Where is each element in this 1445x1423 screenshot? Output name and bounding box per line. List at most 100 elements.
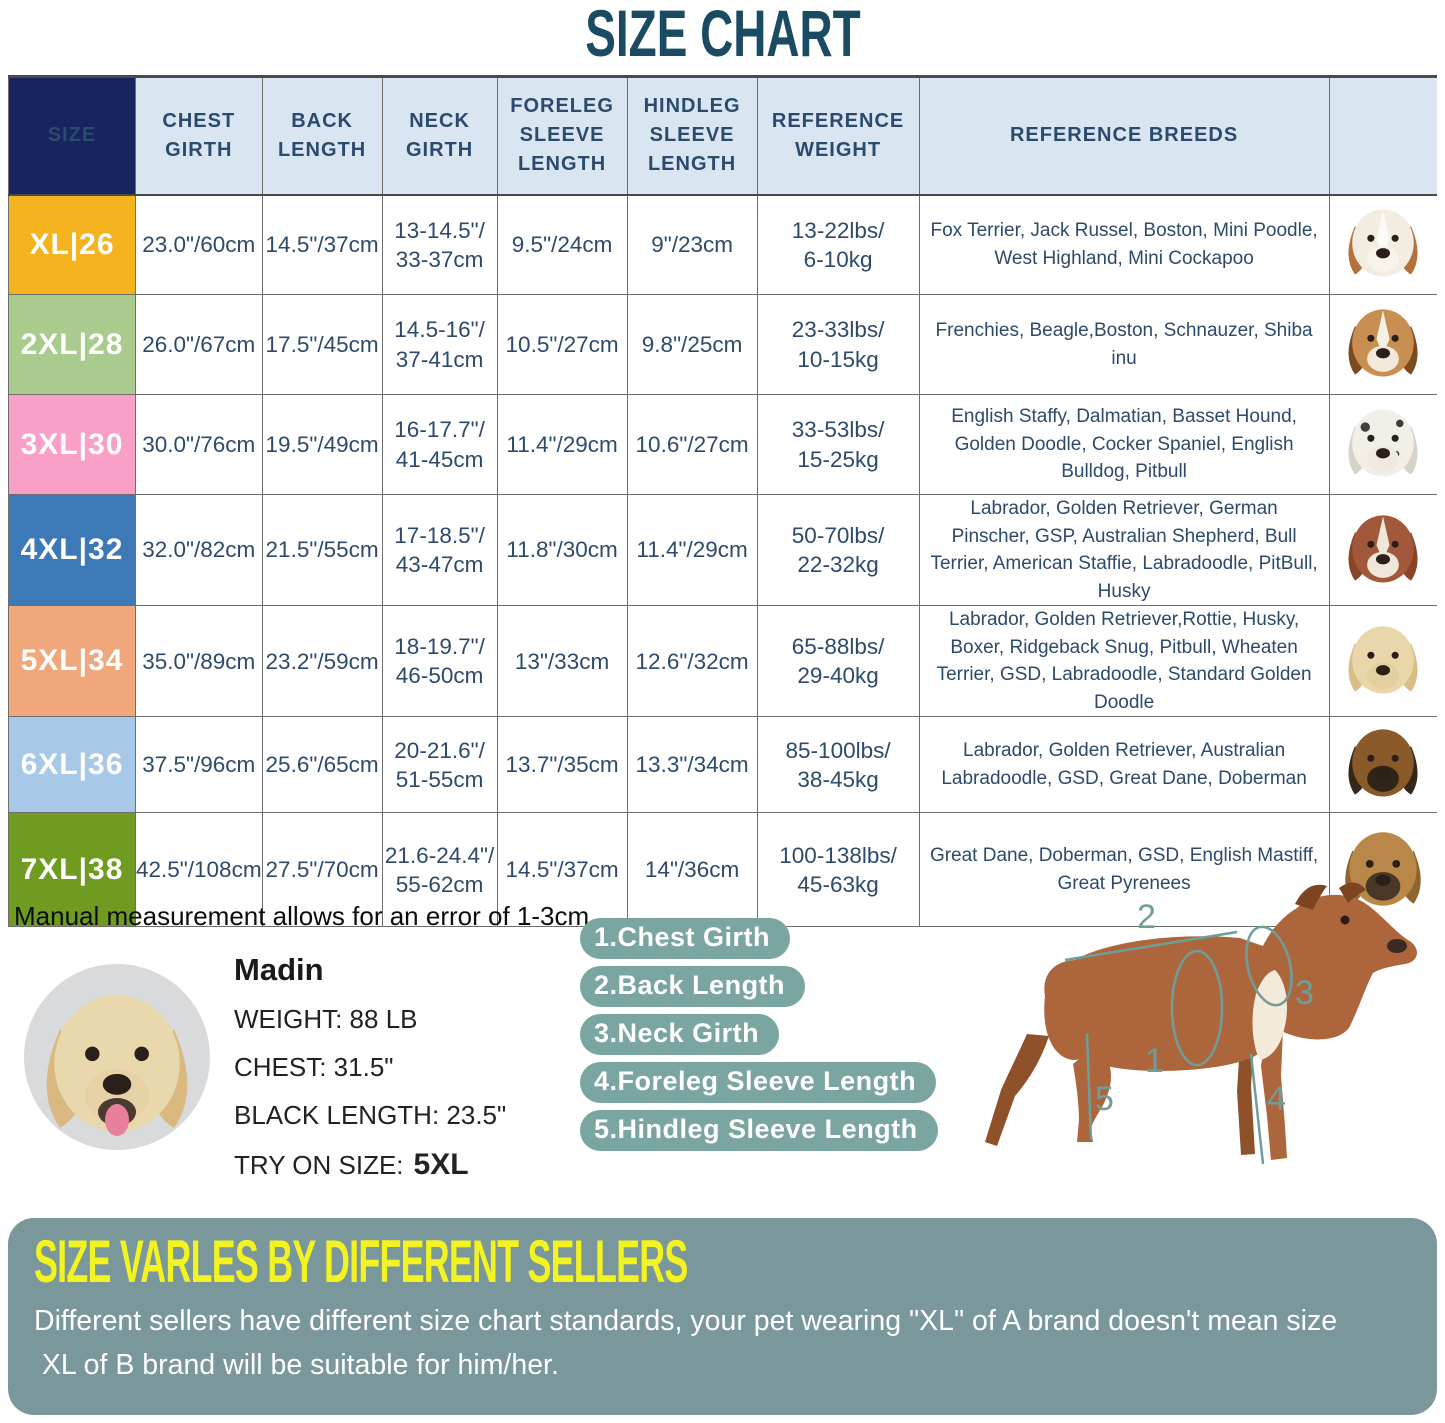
hindleg-sleeve-cell: 9"/23cm: [626, 194, 758, 295]
dog-photo-cell: [1329, 716, 1438, 813]
dog-photo: [1336, 300, 1430, 384]
reference-weight-cell: 100-138lbs/ 45-63kg: [756, 812, 920, 928]
warning-line-1: Different sellers have different size ch…: [34, 1305, 1338, 1337]
reference-weight-cell: 85-100lbs/ 38-45kg: [756, 716, 920, 814]
dog-photo-cell: [1329, 194, 1438, 295]
size-chart-table: SIZE CHEST GIRTH BACK LENGTH NECK GIRTH …: [8, 75, 1438, 928]
col-header-dog-photo: [1329, 75, 1438, 196]
try-on-value: 5XL: [413, 1148, 469, 1181]
foreleg-line: [1249, 1053, 1265, 1165]
foreleg-sleeve-cell: 13"/33cm: [496, 605, 628, 718]
size-cell: 2XL|28: [8, 294, 136, 395]
back-length-cell: 21.5"/55cm: [261, 493, 383, 607]
hindleg-line: [1085, 1033, 1093, 1141]
size-cell: 4XL|32: [8, 493, 136, 607]
foreleg-sleeve-cell: 11.8"/30cm: [496, 493, 628, 607]
col-header-hindleg-sleeve-length: HINDLEG SLEEVE LENGTH: [626, 75, 758, 196]
reference-breeds-cell: Fox Terrier, Jack Russel, Boston, Mini P…: [918, 194, 1330, 295]
dog-photo-cell: [1329, 605, 1438, 717]
model-weight: WEIGHT: 88 LB: [234, 1004, 418, 1034]
dog-front-near-leg: [1261, 1026, 1287, 1160]
dog-photo: [1336, 720, 1430, 804]
foreleg-sleeve-cell: 11.4"/29cm: [496, 394, 628, 495]
chest-girth-cell: 32.0"/82cm: [135, 493, 263, 607]
model-info: Madin WEIGHT: 88 LB CHEST: 31.5" BLACK L…: [234, 952, 506, 1199]
warning-heading-row: SIZE VARLES BY DIFFERENT SELLERS: [34, 1227, 1437, 1296]
table-row: XL|26 23.0"/60cm 14.5"/37cm 13-14.5"/ 33…: [8, 194, 1438, 295]
model-name: Madin: [234, 952, 324, 987]
reference-weight-cell: 65-88lbs/ 29-40kg: [756, 605, 920, 718]
dog-photo-cell: [1329, 294, 1438, 395]
reference-weight-cell: 23-33lbs/ 10-15kg: [756, 294, 920, 395]
table-row: 2XL|28 26.0"/67cm 17.5"/45cm 14.5-16"/ 3…: [8, 294, 1438, 395]
seller-warning-box: SIZE VARLES BY DIFFERENT SELLERS Differe…: [8, 1218, 1437, 1415]
dog-hind-near-leg: [1073, 1046, 1111, 1142]
measure-guide-list: 1.Chest Girth 2.Back Length 3.Neck Girth…: [580, 918, 938, 1158]
reference-breeds-cell: Labrador, Golden Retriever, German Pinsc…: [918, 493, 1330, 607]
hindleg-sleeve-cell: 13.3"/34cm: [626, 716, 758, 814]
dog-photo-cell: [1329, 493, 1438, 606]
neck-girth-cell: 17-18.5"/ 43-47cm: [381, 493, 498, 607]
measure-guide-item-neck-girth: 3.Neck Girth: [580, 1014, 780, 1055]
model-dog-photo: [24, 964, 210, 1150]
hindleg-sleeve-cell: 11.4"/29cm: [626, 493, 758, 607]
hindleg-sleeve-cell: 10.6"/27cm: [626, 394, 758, 495]
model-card: Madin WEIGHT: 88 LB CHEST: 31.5" BLACK L…: [22, 950, 562, 1200]
table-row: 7XL|38 42.5"/108cm 27.5"/70cm 21.6-24.4"…: [8, 812, 1438, 928]
reference-weight-cell: 33-53lbs/ 15-25kg: [756, 394, 920, 495]
dog-photo: [1336, 400, 1430, 484]
chest-girth-cell: 26.0"/67cm: [135, 294, 263, 395]
dog-chest-patch: [1252, 970, 1287, 1060]
foreleg-sleeve-cell: 10.5"/27cm: [496, 294, 628, 395]
col-header-back-length: BACK LENGTH: [261, 75, 383, 196]
foreleg-sleeve-cell: 14.5"/37cm: [496, 812, 628, 928]
col-header-chest-girth: CHEST GIRTH: [135, 75, 263, 196]
diagram-label-2: 2: [1137, 898, 1156, 936]
reference-weight-cell: 13-22lbs/ 6-10kg: [756, 194, 920, 295]
size-cell: 7XL|38: [8, 812, 136, 928]
header-row: SIZE CHEST GIRTH BACK LENGTH NECK GIRTH …: [8, 75, 1438, 196]
warning-line-2: XL of B brand will be suitable for him/h…: [34, 1348, 559, 1381]
measurement-error-note: Manual measurement allows for an error o…: [14, 901, 590, 931]
dog-eye: [1340, 915, 1350, 925]
neck-girth-cell: 18-19.7"/ 46-50cm: [381, 605, 498, 718]
size-cell: XL|26: [8, 194, 136, 295]
dog-nose: [1387, 939, 1407, 953]
col-header-reference-weight: REFERENCE WEIGHT: [756, 75, 920, 196]
hindleg-sleeve-cell: 9.8"/25cm: [626, 294, 758, 395]
reference-breeds-cell: Labrador, Golden Retriever, Australian L…: [918, 716, 1330, 814]
col-header-reference-breeds: REFERENCE BREEDS: [918, 75, 1330, 196]
table-row: 5XL|34 35.0"/89cm 23.2"/59cm 18-19.7"/ 4…: [8, 605, 1438, 718]
back-length-cell: 23.2"/59cm: [261, 605, 383, 718]
model-try-on-size: TRY ON SIZE: 5XL: [234, 1148, 506, 1182]
dog-measurement-diagram: 1 2 3 4 5: [985, 882, 1417, 1165]
neck-girth-cell: 16-17.7"/ 41-45cm: [381, 394, 498, 495]
chest-girth-cell: 23.0"/60cm: [135, 194, 263, 295]
chest-girth-cell: 37.5"/96cm: [135, 716, 263, 814]
diagram-label-3: 3: [1295, 974, 1314, 1012]
back-length-line: [1064, 930, 1238, 962]
table-row: 3XL|30 30.0"/76cm 19.5"/49cm 16-17.7"/ 4…: [8, 394, 1438, 495]
diagram-label-1: 1: [1145, 1042, 1164, 1080]
hindleg-sleeve-cell: 14"/36cm: [626, 812, 758, 928]
table-row: 6XL|36 37.5"/96cm 25.6"/65cm 20-21.6"/ 5…: [8, 716, 1438, 814]
model-chest: CHEST: 31.5": [234, 1052, 394, 1082]
dog-ear: [1295, 884, 1327, 910]
foreleg-sleeve-cell: 13.7"/35cm: [496, 716, 628, 814]
reference-breeds-cell: Labrador, Golden Retriever,Rottie, Husky…: [918, 605, 1330, 718]
col-header-size: SIZE: [8, 75, 136, 196]
back-length-cell: 25.6"/65cm: [261, 716, 383, 814]
back-length-cell: 14.5"/37cm: [261, 194, 383, 295]
chest-girth-cell: 30.0"/76cm: [135, 394, 263, 495]
size-cell: 3XL|30: [8, 394, 136, 495]
back-length-cell: 17.5"/45cm: [261, 294, 383, 395]
reference-breeds-cell: Great Dane, Doberman, GSD, English Masti…: [918, 812, 1330, 928]
hindleg-sleeve-cell: 12.6"/32cm: [626, 605, 758, 718]
dog-photo: [1336, 200, 1430, 284]
col-header-foreleg-sleeve-length: FORELEG SLEEVE LENGTH: [496, 75, 628, 196]
size-cell: 5XL|34: [8, 605, 136, 718]
back-length-cell: 19.5"/49cm: [261, 394, 383, 495]
warning-line-3: Do not guess the size info, and please d…: [34, 1387, 1419, 1423]
foreleg-sleeve-cell: 9.5"/24cm: [496, 194, 628, 295]
neck-girth-cell: 14.5-16"/ 37-41cm: [381, 294, 498, 395]
